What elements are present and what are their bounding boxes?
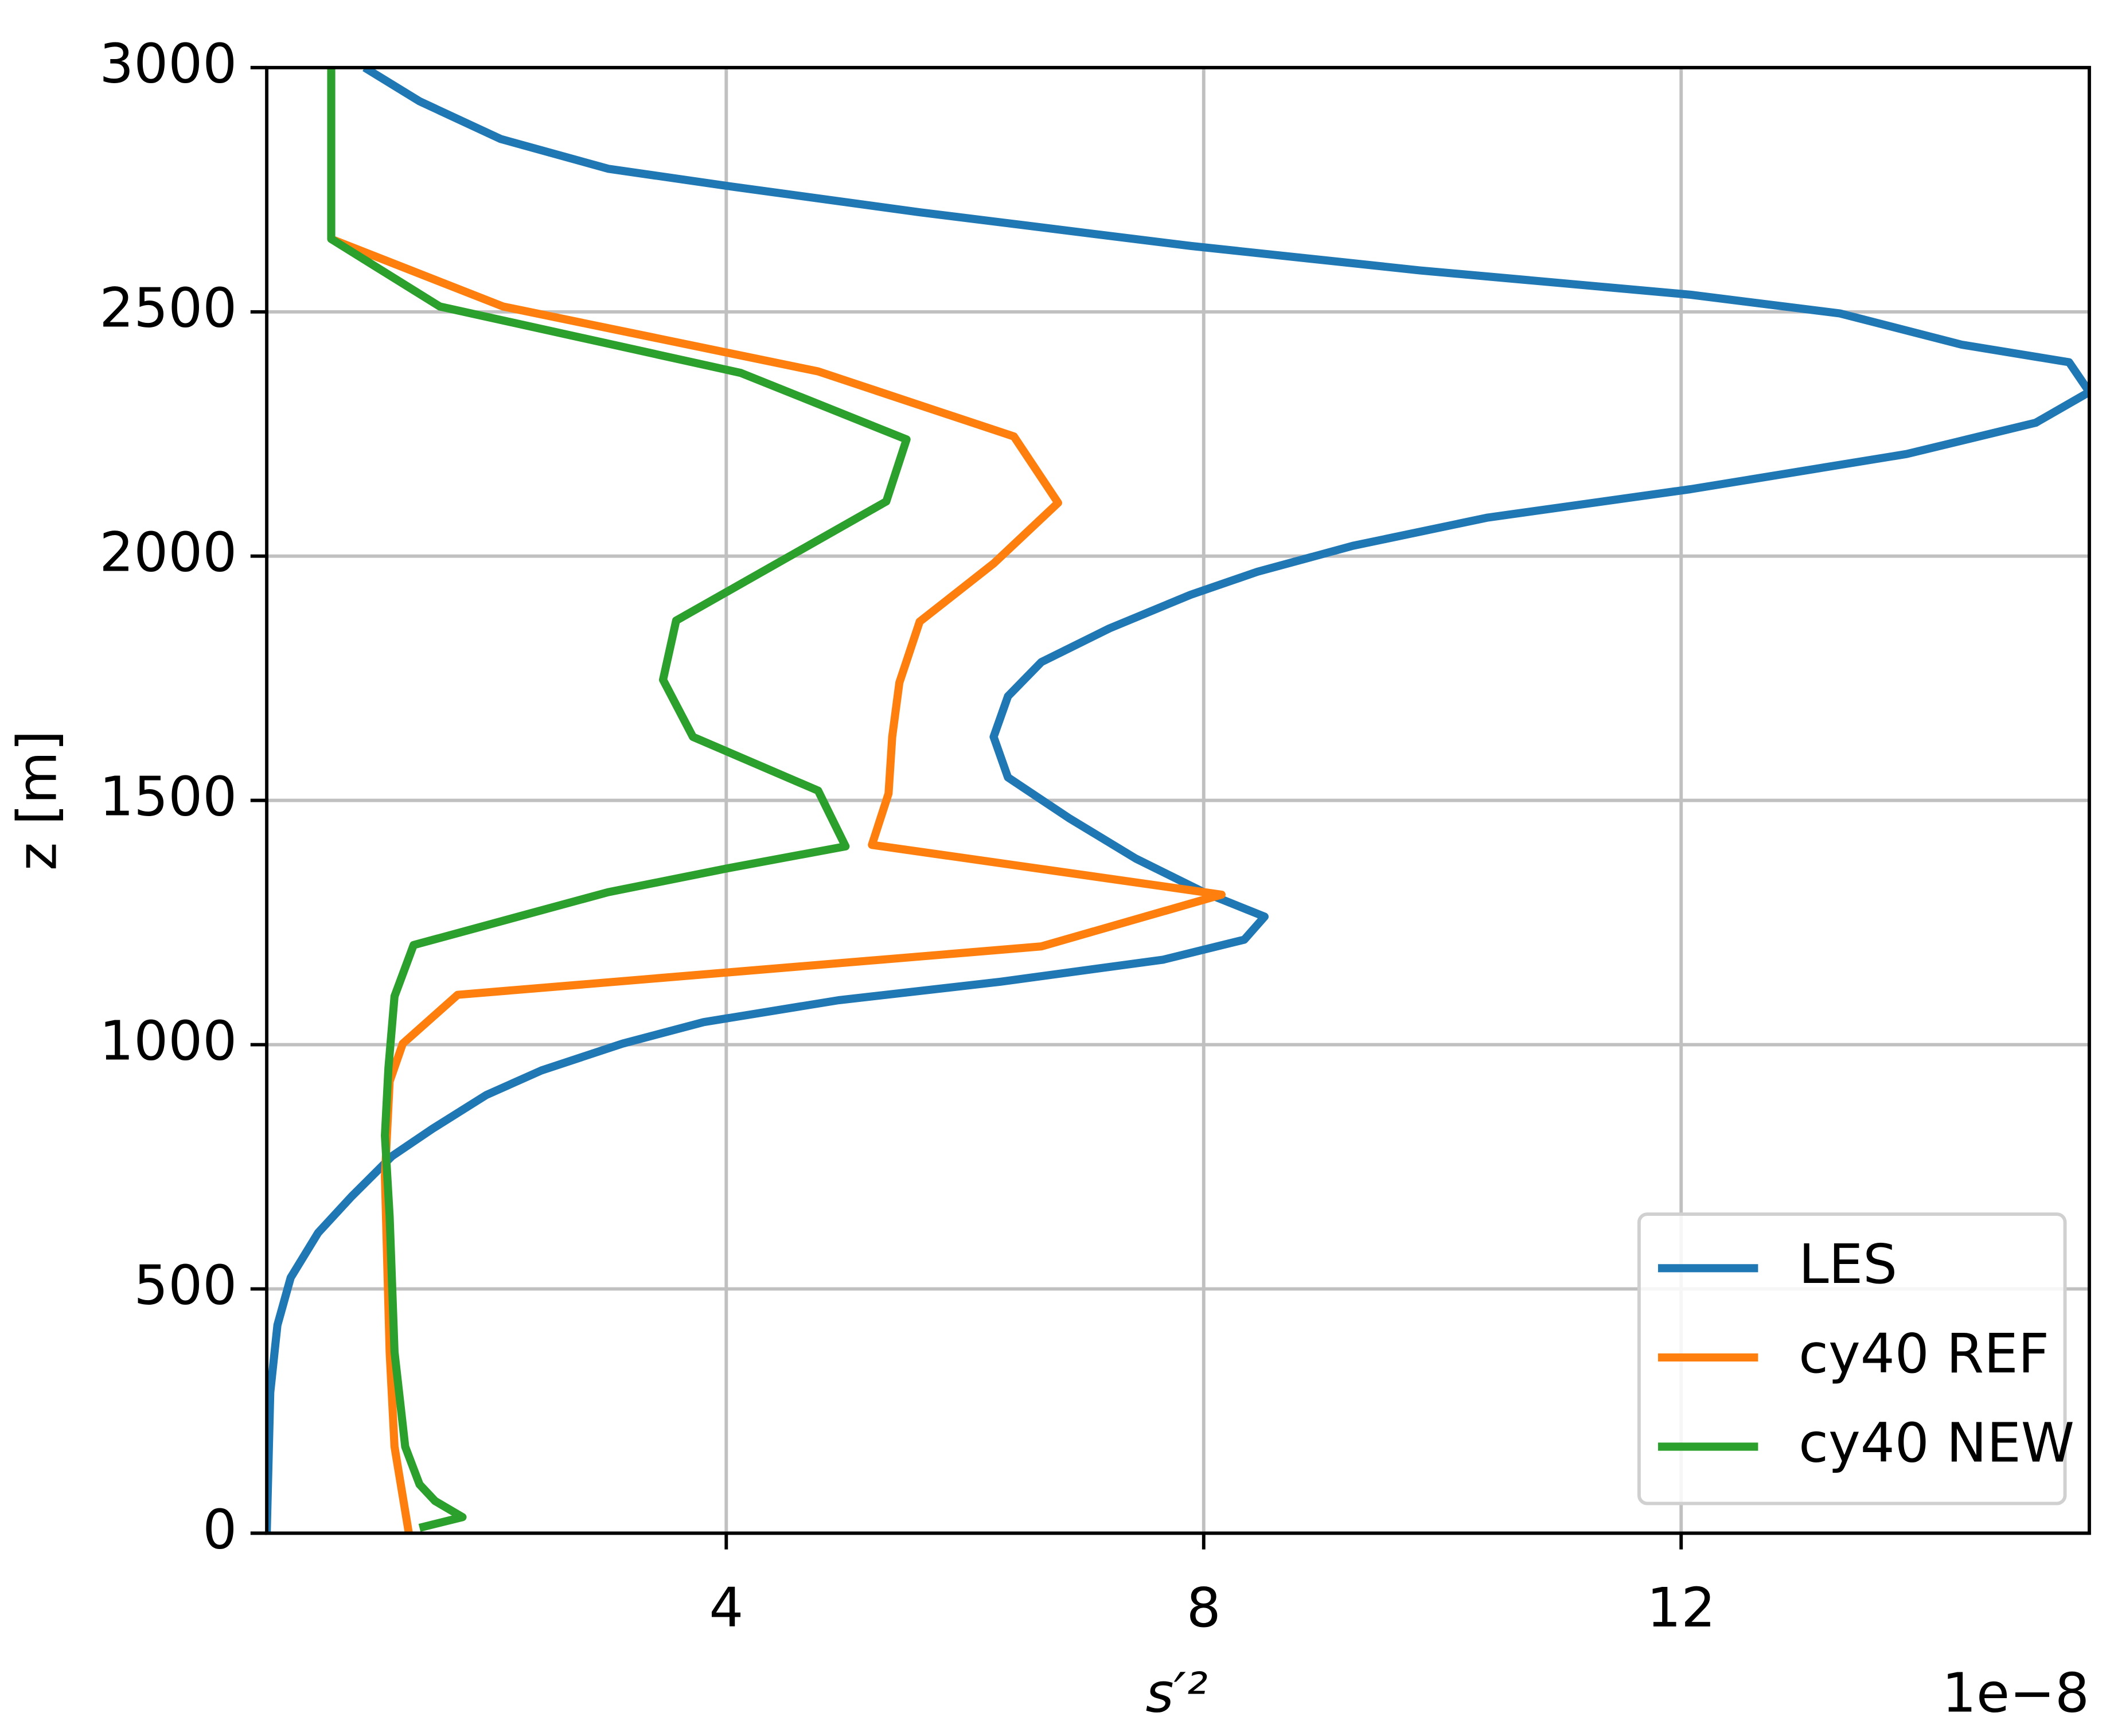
x-tick-label: 8 bbox=[1187, 1577, 1221, 1640]
y-tick-label: 2000 bbox=[99, 521, 237, 584]
lines bbox=[267, 67, 2089, 1534]
plot-frame bbox=[265, 65, 2091, 1535]
x-axis-label: s′² bbox=[1146, 1662, 1208, 1725]
data-line bbox=[327, 67, 911, 1532]
legend-label: LES bbox=[1799, 1233, 1897, 1296]
legend-label: cy40 NEW bbox=[1799, 1411, 2074, 1474]
x-offset-label: 1e−8 bbox=[1942, 1662, 2089, 1725]
data-line bbox=[329, 235, 1226, 1534]
y-tick-label: 1500 bbox=[99, 766, 237, 829]
y-tick-label: 0 bbox=[202, 1498, 237, 1561]
legend-label: cy40 REF bbox=[1799, 1323, 2049, 1386]
y-tick-label: 3000 bbox=[99, 33, 237, 96]
legend-box bbox=[1637, 1212, 2067, 1505]
y-tick-label: 1000 bbox=[99, 1009, 237, 1072]
x-tick-label: 4 bbox=[709, 1577, 743, 1640]
y-tick-label: 500 bbox=[134, 1254, 237, 1317]
y-tick-label: 2500 bbox=[99, 277, 237, 340]
y-axis-label: z [m] bbox=[6, 730, 69, 871]
x-tick-label: 12 bbox=[1647, 1577, 1715, 1640]
data-line bbox=[267, 67, 2089, 1534]
